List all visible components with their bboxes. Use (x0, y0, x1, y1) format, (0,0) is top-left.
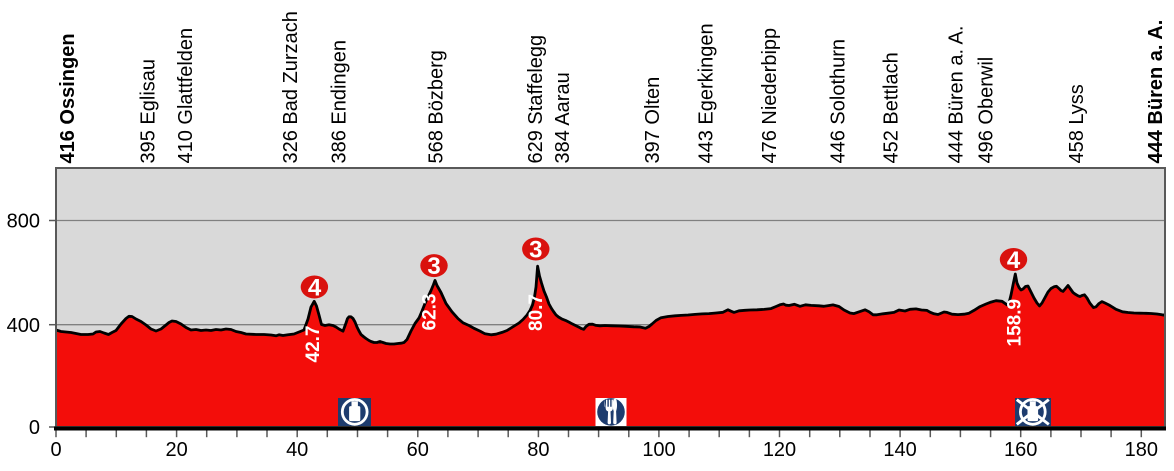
svg-text:397 Olten: 397 Olten (642, 77, 664, 164)
svg-text:100: 100 (642, 439, 675, 461)
svg-text:800: 800 (7, 211, 40, 233)
svg-text:180: 180 (1125, 439, 1158, 461)
svg-text:568 Bözberg: 568 Bözberg (426, 50, 448, 163)
svg-text:0: 0 (50, 439, 61, 461)
svg-text:62.3: 62.3 (420, 294, 441, 331)
svg-text:3: 3 (427, 253, 440, 280)
svg-text:4: 4 (1007, 247, 1021, 274)
svg-text:496 Oberwil: 496 Oberwil (976, 57, 998, 164)
svg-text:158.9: 158.9 (1005, 299, 1026, 347)
svg-text:42.7: 42.7 (303, 326, 324, 363)
svg-text:444 Büren a. A.: 444 Büren a. A. (1145, 20, 1167, 164)
svg-text:60: 60 (407, 439, 429, 461)
svg-text:386 Endingen: 386 Endingen (329, 40, 351, 163)
svg-text:3: 3 (529, 237, 542, 264)
svg-text:476 Niederbipp: 476 Niederbipp (759, 28, 781, 164)
svg-text:0: 0 (29, 417, 40, 439)
svg-text:326 Bad Zurzach: 326 Bad Zurzach (280, 11, 302, 163)
svg-text:80: 80 (527, 439, 549, 461)
svg-text:452 Bettlach: 452 Bettlach (881, 52, 903, 163)
svg-text:446 Solothurn: 446 Solothurn (828, 39, 850, 164)
svg-text:395 Eglisau: 395 Eglisau (138, 59, 160, 164)
svg-text:20: 20 (165, 439, 187, 461)
svg-text:384 Aarau: 384 Aarau (552, 72, 574, 163)
svg-text:444 Büren a. A.: 444 Büren a. A. (946, 26, 968, 164)
svg-text:410 Glattfelden: 410 Glattfelden (175, 28, 197, 164)
svg-text:80.7: 80.7 (526, 294, 547, 331)
svg-text:443 Egerkingen: 443 Egerkingen (696, 23, 718, 163)
svg-text:4: 4 (308, 275, 322, 302)
svg-text:458 Lyss: 458 Lyss (1066, 84, 1088, 163)
svg-text:120: 120 (763, 439, 796, 461)
svg-text:416 Ossingen: 416 Ossingen (57, 33, 79, 163)
svg-text:40: 40 (286, 439, 308, 461)
svg-text:400: 400 (7, 315, 40, 337)
svg-text:629 Staffelegg: 629 Staffelegg (525, 35, 547, 164)
svg-text:140: 140 (883, 439, 916, 461)
svg-text:160: 160 (1004, 439, 1037, 461)
